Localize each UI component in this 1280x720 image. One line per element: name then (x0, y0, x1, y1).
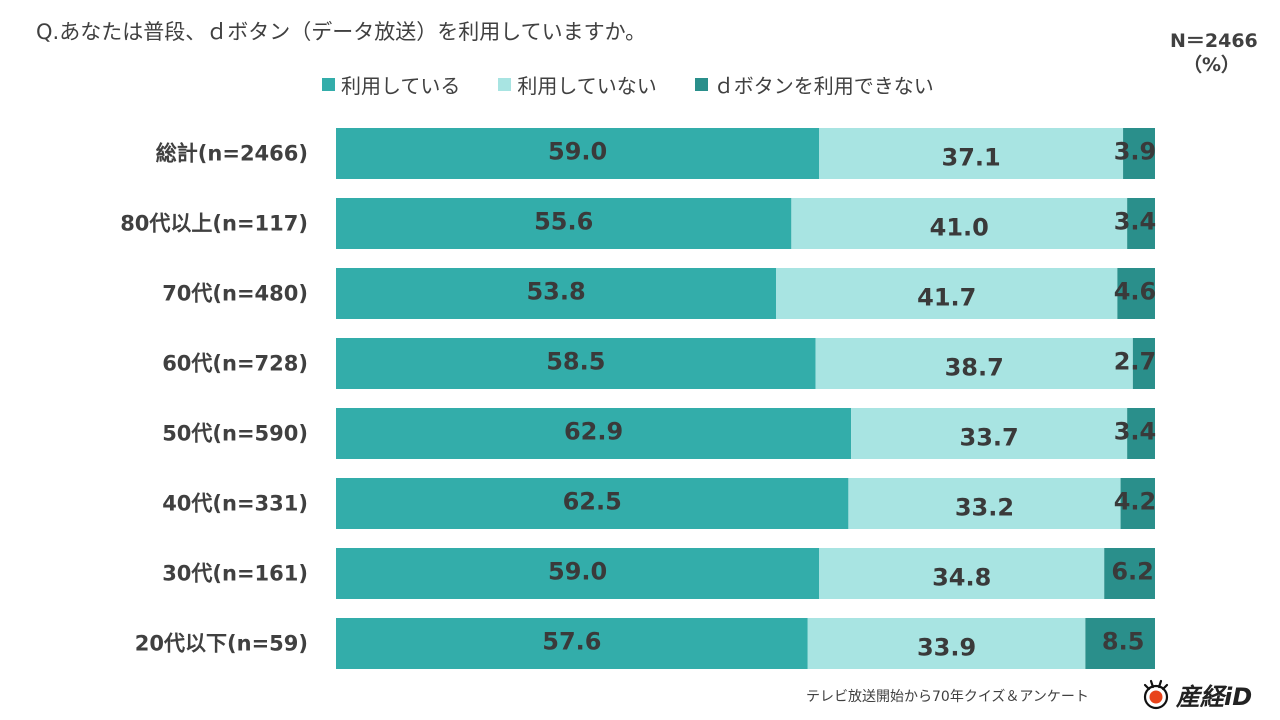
data-label: 33.7 (960, 424, 1019, 452)
bar-segment (336, 478, 849, 529)
data-label: 3.9 (1114, 138, 1157, 166)
data-label: 3.4 (1114, 418, 1157, 446)
data-label: 2.7 (1114, 348, 1157, 376)
bar-segment (336, 548, 820, 599)
data-label: 8.5 (1102, 628, 1145, 656)
data-label: 3.4 (1114, 208, 1157, 236)
category-label: 総計(n=2466) (156, 142, 308, 166)
data-label: 53.8 (526, 278, 585, 306)
data-label: 62.9 (564, 418, 623, 446)
data-label: 57.6 (542, 628, 601, 656)
sample-size-label: N＝2466 (1170, 30, 1258, 52)
data-label: 33.9 (917, 634, 976, 662)
data-label: 6.2 (1111, 558, 1154, 586)
bar-segment (336, 338, 816, 389)
bar-segment (1117, 268, 1155, 319)
data-label: 38.7 (945, 354, 1004, 382)
bar-segment (336, 128, 820, 179)
source-note: テレビ放送開始から70年クイズ＆アンケート (806, 689, 1089, 705)
legend-item-1: 利用している (322, 70, 460, 99)
data-label: 59.0 (548, 138, 607, 166)
bar-segment (819, 548, 1105, 599)
bar-segment (848, 478, 1121, 529)
legend-swatch (322, 77, 335, 91)
data-label: 4.2 (1114, 488, 1157, 516)
bar-segment (851, 408, 1128, 459)
legend-label: ｄボタンを利用できない (713, 73, 934, 98)
category-label: 80代以上(n=117) (120, 212, 308, 236)
data-label: 4.6 (1114, 278, 1157, 306)
legend-swatch (694, 77, 708, 91)
unit-label: （%） (1183, 54, 1241, 76)
bar-segment (807, 618, 1086, 669)
category-label: 30代(n=161) (162, 562, 308, 586)
legend-item-3: ｄボタンを利用できない (694, 70, 934, 99)
legend-label: 利用している (341, 73, 461, 98)
chart-legend: 利用している 利用していない ｄボタンを利用できない (322, 70, 972, 99)
sankei-logo-icon (1143, 679, 1169, 710)
bar-segment (1127, 408, 1155, 459)
category-label: 70代(n=480) (162, 282, 308, 306)
bar-segment (1085, 618, 1155, 669)
bar-segment (1120, 478, 1155, 529)
data-label: 37.1 (942, 144, 1001, 172)
data-label: 33.2 (955, 494, 1014, 522)
bar-segment (791, 198, 1128, 249)
data-label: 34.8 (932, 564, 991, 592)
bar-segment (1104, 548, 1155, 599)
bar-segment (336, 268, 777, 319)
data-label: 41.0 (930, 214, 989, 242)
data-label: 58.5 (546, 348, 605, 376)
category-label: 20代以下(n=59) (135, 632, 308, 656)
bar-segment (336, 198, 792, 249)
bar-segment (815, 338, 1133, 389)
data-label: 59.0 (548, 558, 607, 586)
category-label: 50代(n=590) (162, 422, 308, 446)
category-label: 60代(n=728) (162, 352, 308, 376)
bar-segment (1123, 128, 1155, 179)
bar-segment (336, 618, 808, 669)
data-label: 41.7 (917, 284, 976, 312)
bar-segment (1127, 198, 1155, 249)
legend-label: 利用していない (517, 73, 657, 98)
question-title: Q.あなたは普段、ｄボタン（データ放送）を利用していますか。 (36, 20, 647, 44)
category-label: 40代(n=331) (162, 492, 308, 516)
brand: 産経iD (1138, 676, 1252, 712)
legend-swatch (498, 77, 512, 91)
data-label: 55.6 (534, 208, 593, 236)
bar-segment (819, 128, 1124, 179)
data-label: 62.5 (563, 488, 622, 516)
bar-segment (1132, 338, 1155, 389)
brand-name: 産経iD (1176, 682, 1253, 711)
legend-item-2: 利用していない (498, 70, 657, 99)
bar-segment (336, 408, 852, 459)
bar-segment (776, 268, 1118, 319)
